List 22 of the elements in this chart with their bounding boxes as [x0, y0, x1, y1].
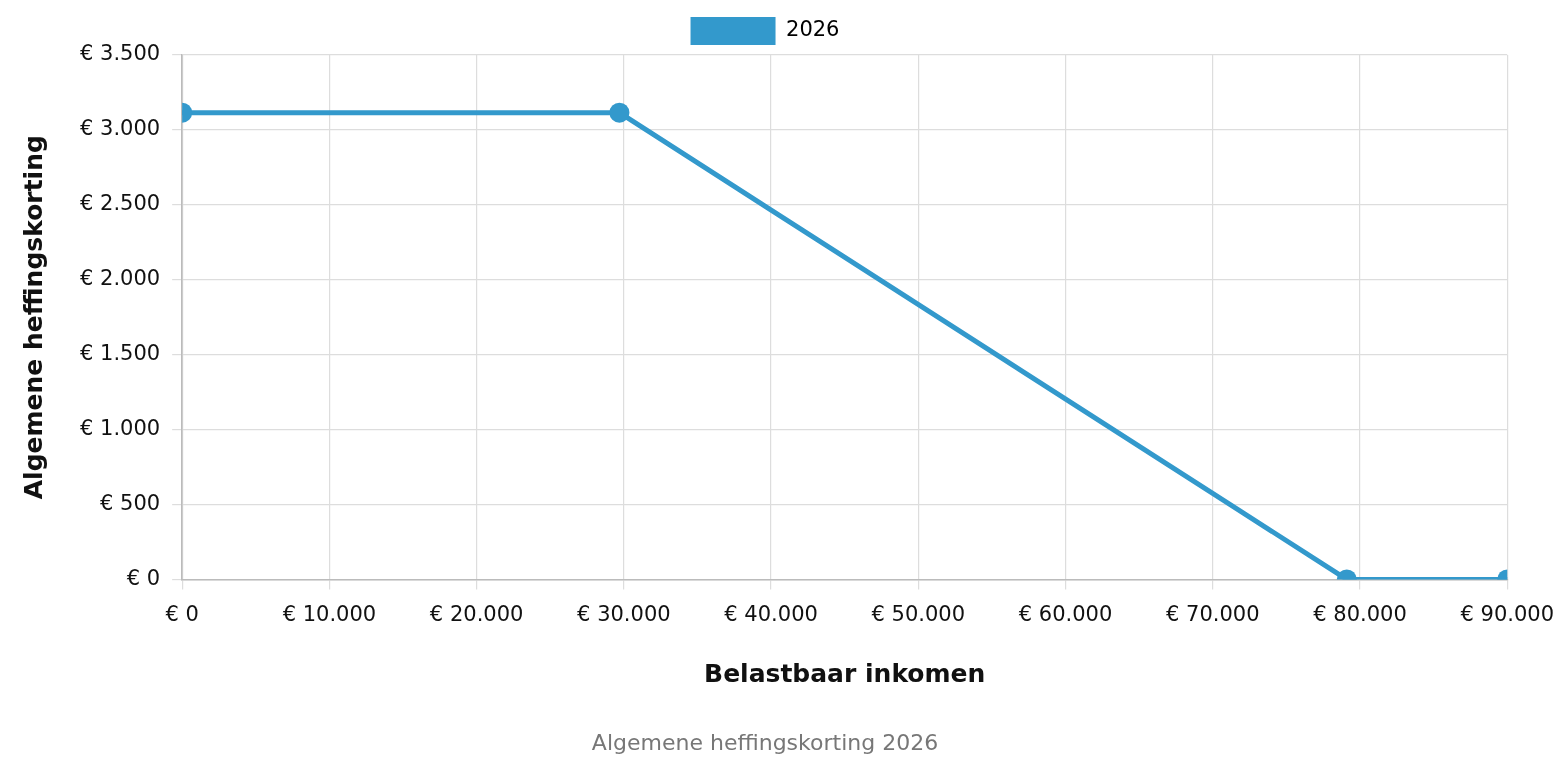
- x-tick-label: € 0: [165, 602, 199, 627]
- x-tick-label: € 20.000: [429, 602, 524, 627]
- x-tick-label: € 90.000: [1460, 602, 1554, 627]
- legend-label: 2026: [786, 17, 840, 42]
- x-tick-label: € 60.000: [1018, 602, 1113, 627]
- x-tick-label: € 40.000: [724, 602, 818, 627]
- x-tick-label: € 80.000: [1313, 602, 1407, 627]
- x-tick-label: € 70.000: [1166, 602, 1260, 627]
- y-tick-label: € 1.000: [80, 416, 161, 441]
- text: Algemene heffingskorting 2026: [591, 729, 939, 755]
- y-tick-label: € 1.500: [80, 341, 161, 366]
- y-tick-label: € 2.000: [80, 266, 161, 291]
- x-tick-label: € 50.000: [871, 602, 966, 627]
- y-tick-label: € 500: [100, 490, 161, 515]
- y-tick-label: € 3.000: [80, 116, 161, 141]
- y-axis-title: Algemene heffingskorting: [18, 135, 48, 500]
- y-tick-label: € 3.500: [80, 41, 161, 66]
- y-tick-label: € 2.500: [80, 191, 161, 216]
- y-tick-label: € 0: [126, 565, 161, 590]
- x-tick-label: € 10.000: [282, 602, 377, 627]
- x-tick-label: € 30.000: [577, 602, 671, 627]
- x-axis-title: Belastbaar inkomen: [704, 659, 986, 689]
